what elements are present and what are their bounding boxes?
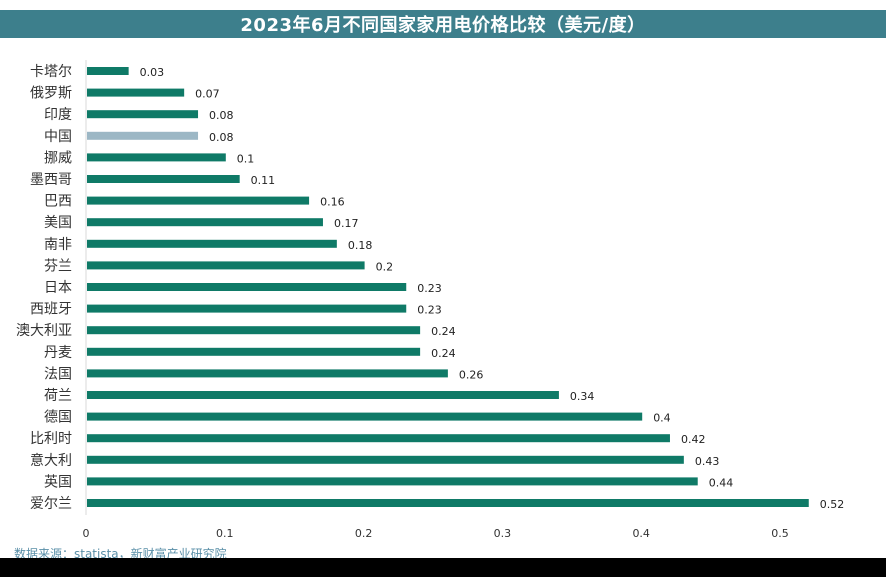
x-tick-label: 0.2: [355, 527, 373, 540]
category-label: 英国: [44, 473, 72, 490]
category-label: 卡塔尔: [30, 64, 72, 80]
value-label: 0.11: [251, 174, 276, 187]
bar: [87, 196, 310, 205]
bar: [87, 499, 809, 507]
value-label: 0.07: [195, 88, 220, 101]
value-label: 0.34: [570, 390, 595, 403]
bar: [87, 131, 199, 140]
value-label: 0.17: [334, 217, 359, 230]
bar: [87, 283, 407, 291]
category-label: 中国: [44, 129, 72, 145]
category-label: 荷兰: [44, 388, 72, 404]
category-label: 俄罗斯: [30, 86, 72, 102]
category-label: 澳大利亚: [16, 323, 72, 339]
bar: [87, 455, 684, 464]
value-label: 0.42: [681, 433, 706, 446]
value-labels: 0.030.070.080.080.10.110.160.170.180.20.…: [140, 66, 845, 511]
value-label: 0.08: [209, 131, 234, 144]
value-label: 0.26: [459, 368, 484, 381]
bar: [87, 175, 240, 183]
category-label: 墨西哥: [30, 172, 72, 188]
bar: [87, 261, 365, 270]
value-label: 0.52: [820, 498, 845, 511]
bar: [87, 391, 559, 399]
category-label: 德国: [44, 410, 72, 426]
bar: [87, 412, 643, 421]
x-tick-label: 0.1: [216, 527, 234, 540]
category-label: 巴西: [44, 194, 72, 210]
category-label: 爱尔兰: [30, 496, 72, 512]
category-label: 南非: [44, 237, 72, 253]
bar: [87, 153, 226, 162]
x-tick-label: 0.5: [771, 527, 789, 540]
category-label: 西班牙: [30, 302, 72, 318]
value-label: 0.4: [653, 412, 671, 425]
bar: [87, 304, 407, 313]
source-note: 数据来源：statista，新财富产业研究院: [14, 547, 227, 561]
value-label: 0.23: [417, 304, 442, 317]
value-label: 0.2: [376, 260, 394, 273]
x-tick-label: 0: [83, 527, 90, 540]
x-tick-label: 0.4: [632, 527, 650, 540]
value-label: 0.03: [140, 66, 165, 79]
category-label: 法国: [44, 366, 72, 382]
value-label: 0.24: [431, 325, 456, 338]
category-label: 比利时: [30, 431, 72, 447]
value-label: 0.18: [348, 239, 373, 252]
value-label: 0.23: [417, 282, 442, 295]
bar: [87, 67, 129, 75]
chart-title: 2023年6月不同国家家用电价格比较（美元/度）: [0, 10, 886, 38]
category-label: 印度: [44, 107, 72, 123]
x-tick-label: 0.3: [494, 527, 512, 540]
value-label: 0.44: [709, 476, 734, 489]
category-label: 意大利: [30, 452, 72, 469]
bar: [87, 326, 421, 335]
bar: [87, 110, 199, 119]
x-axis-ticks: 0 0.1 0.2 0.3 0.4 0.5: [83, 527, 789, 540]
category-label: 日本: [44, 280, 72, 296]
bar: [87, 369, 448, 378]
bar: [87, 88, 185, 97]
value-label: 0.1: [237, 152, 255, 165]
bar: [87, 239, 337, 248]
value-label: 0.16: [320, 196, 345, 209]
category-label: 丹麦: [44, 345, 72, 361]
category-label: 美国: [44, 215, 72, 231]
category-label: 挪威: [44, 150, 72, 166]
bar: [87, 218, 323, 227]
bar: [87, 477, 698, 486]
bars-group: [87, 67, 809, 507]
value-label: 0.08: [209, 109, 234, 122]
category-label: 芬兰: [44, 258, 72, 274]
bar: [87, 434, 670, 443]
bar: [87, 347, 421, 356]
category-labels: 卡塔尔俄罗斯印度中国挪威墨西哥巴西美国南非芬兰日本西班牙澳大利亚丹麦法国荷兰德国…: [16, 64, 72, 512]
value-label: 0.43: [695, 455, 720, 468]
value-label: 0.24: [431, 347, 456, 360]
bottom-black-bar: [0, 558, 886, 577]
